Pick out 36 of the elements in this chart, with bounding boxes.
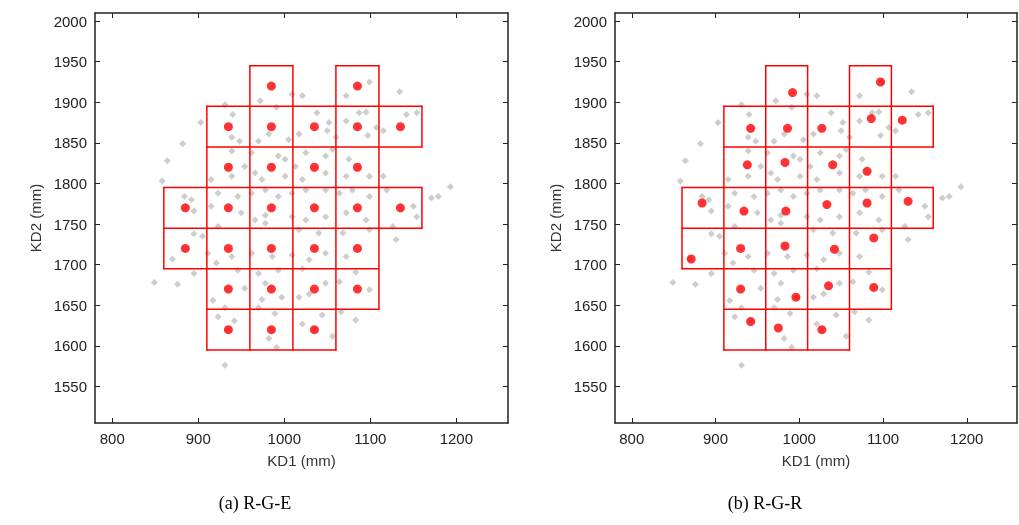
- y-axis-title: KD2 (mm): [26, 183, 44, 253]
- y-tick-label: 1900: [53, 93, 87, 111]
- y-tick-label: 1650: [53, 296, 87, 314]
- x-axis-title: KD1 (mm): [267, 452, 336, 469]
- x-tick-label: 1200: [949, 430, 983, 447]
- y-tick-label: 1700: [573, 256, 607, 274]
- y-tick-label: 1550: [53, 377, 87, 395]
- x-tick-label: 800: [99, 430, 125, 447]
- y-tick-label: 1750: [53, 215, 87, 233]
- y-tick-label: 1800: [573, 174, 607, 192]
- y-tick-label: 1600: [53, 337, 87, 355]
- y-tick-label: 2000: [53, 12, 87, 30]
- text: (a) R-G-E: [218, 493, 292, 514]
- x-tick-label: 900: [702, 430, 728, 447]
- y-tick-label: 2000: [573, 12, 607, 30]
- y-tick-label: 1800: [53, 174, 87, 192]
- x-axis-title: KD1 (mm): [781, 452, 850, 469]
- x-tick-label: 800: [618, 430, 644, 447]
- y-tick-label: 1950: [53, 53, 87, 71]
- x-tick-label: 1100: [354, 430, 387, 447]
- text: (b) R-G-R: [727, 493, 802, 514]
- y-tick-label: 1550: [573, 377, 607, 395]
- y-tick-label: 1700: [53, 256, 87, 274]
- x-tick-label: 1000: [782, 430, 816, 447]
- y-tick-label: 1650: [573, 296, 607, 314]
- y-tick-label: 1950: [573, 53, 607, 71]
- y-tick-label: 1750: [573, 215, 607, 233]
- x-tick-label: 900: [185, 430, 211, 447]
- y-tick-label: 1850: [573, 134, 607, 152]
- x-tick-label: 1200: [439, 430, 474, 447]
- y-tick-label: 1850: [53, 134, 87, 152]
- x-tick-label: 1000: [267, 430, 301, 447]
- y-axis-title: KD2 (mm): [546, 183, 564, 253]
- y-tick-label: 1900: [573, 93, 607, 111]
- x-tick-label: 1100: [866, 430, 899, 447]
- y-tick-label: 1600: [573, 337, 607, 355]
